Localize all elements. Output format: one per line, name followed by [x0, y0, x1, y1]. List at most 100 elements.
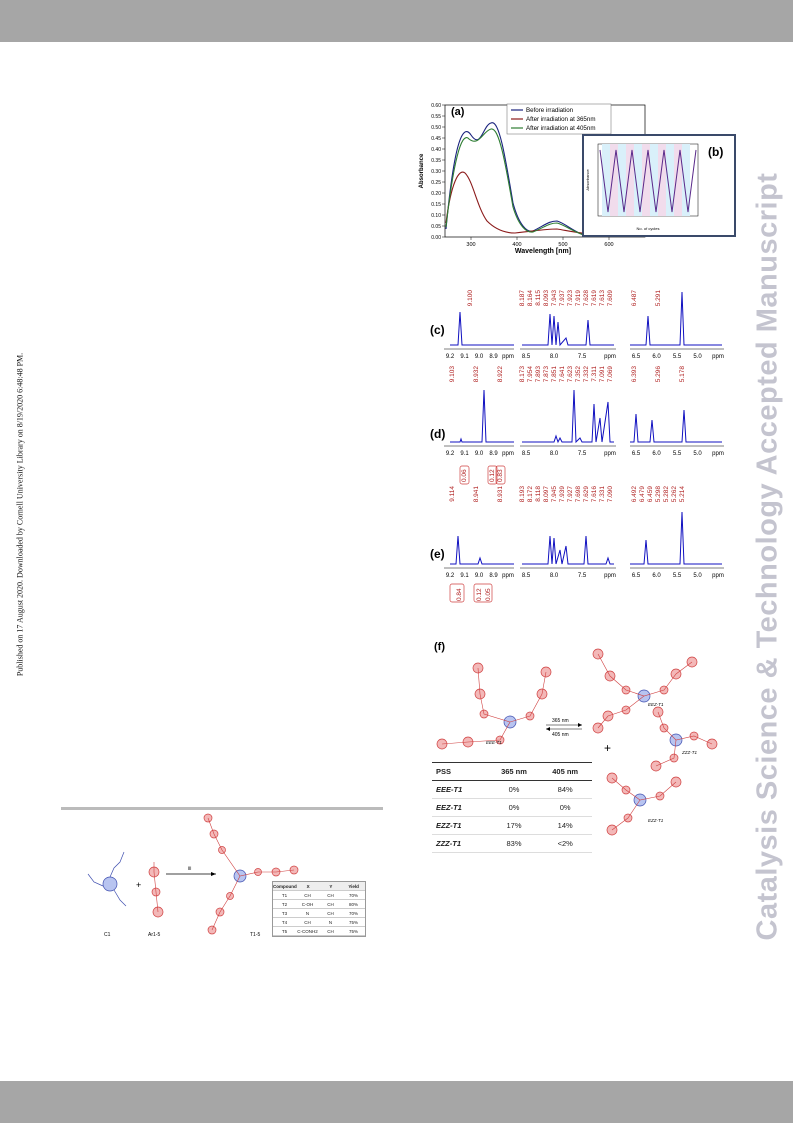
peak-label: 7.091	[599, 366, 606, 383]
peak-label: 7.937	[559, 290, 566, 307]
peak-label: 8.093	[543, 290, 550, 307]
table-row: EEZ-T1 0% 0%	[432, 799, 592, 817]
ppm-tick-label: ppm	[712, 451, 724, 457]
uv-vis-figure: 0.00 0.05 0.10 0.15 0.20 0.25 0.30 0.35 0.40 0.45…	[415, 95, 745, 255]
eee-label: EEE-T1	[486, 740, 502, 745]
ppm-tick-label: 8.5	[522, 573, 531, 579]
peak-label: 7.629	[583, 486, 590, 503]
legend-405: After irradiation at 405nm	[526, 125, 595, 132]
bond-chain	[655, 739, 677, 767]
peak-label: 7.919	[575, 290, 582, 307]
ppm-tick-label: 5.5	[673, 573, 682, 579]
uv-vis-ylabel: Absorbance	[419, 153, 425, 188]
cycles-bands	[602, 144, 690, 216]
peak-label: 7.331	[599, 486, 606, 503]
yield-cell: T2	[281, 901, 288, 907]
cycles-line	[599, 149, 697, 213]
uv-vis-xlabel: Wavelength [nm]	[515, 248, 571, 255]
ppm-tick-label: ppm	[502, 451, 514, 457]
after-405-line	[445, 128, 641, 237]
nmr-d-spectrum-1	[450, 389, 514, 443]
ppm-tick-label: 6.0	[652, 354, 661, 360]
peak-label: 7.923	[567, 290, 574, 307]
peak-label: 5.282	[663, 486, 670, 503]
ppm-tick-label: 9.1	[460, 354, 469, 360]
table-row: T1 CH CH 70%	[273, 891, 365, 900]
pss-cell: 0%	[508, 785, 520, 794]
ytick-label: 0.55	[431, 114, 441, 120]
ytick-label: 0.30	[431, 169, 441, 175]
peak-label: 8.172	[527, 486, 534, 503]
xtick-label: 600	[604, 242, 613, 248]
bottom-bar	[0, 1081, 793, 1123]
plus-sign: +	[136, 880, 141, 890]
peak-label: 7.628	[583, 290, 590, 307]
table-row: T5 C-CONH2 CH 75%	[273, 927, 365, 936]
peak-label: 7.893	[535, 366, 542, 383]
table-row: ZZZ-T1 83% <2%	[432, 835, 592, 853]
peak-label: 6.393	[631, 366, 638, 383]
integral-value: 0.12	[489, 469, 496, 482]
journal-watermark: Catalysis Science & Technology Accepted …	[748, 140, 788, 980]
synthesis-scheme-drawing: C1 + Ar1-5 iii T1-5	[87, 813, 299, 938]
band	[666, 144, 674, 216]
table-row: T2 C-OH CH 80%	[273, 900, 365, 909]
pss-cell: EZZ-T1	[436, 821, 462, 830]
ppm-tick-label: 8.0	[550, 451, 559, 457]
bond-chain	[211, 875, 241, 931]
peak-label: 7.623	[567, 366, 574, 383]
ytick-label: 0.50	[431, 125, 441, 131]
yield-cell: CH	[327, 901, 334, 907]
peak-label: 7.939	[559, 486, 566, 503]
table-row: EEE-T1 0% 84%	[432, 781, 592, 799]
pss-table-header: PSS 365 nm 405 nm	[432, 762, 592, 781]
yield-cell: CH	[304, 892, 311, 898]
peak-label: 7.927	[567, 486, 574, 503]
ppm-tick-label: 5.5	[673, 354, 682, 360]
cycles-inset: Absorbance No. of cycles (b)	[582, 134, 736, 237]
ppm-tick-label: 7.5	[578, 451, 587, 457]
peak-label: 7.090	[607, 486, 614, 503]
peak-label: 6.487	[631, 290, 638, 307]
integral-box	[459, 465, 470, 485]
reverse-arrowhead	[546, 727, 550, 731]
ar-label: Ar1-5	[148, 932, 160, 938]
alkyne-arm	[113, 889, 127, 907]
ytick-label: 0.60	[431, 103, 441, 109]
yield-cell: CH	[327, 910, 334, 916]
panel-c-label: (c)	[430, 323, 445, 337]
peak-label: 7.332	[583, 366, 590, 383]
integral-box	[449, 583, 465, 603]
ppm-tick-label: 5.5	[673, 451, 682, 457]
yield-cell: 75%	[348, 919, 358, 925]
nmr-c-spectrum-2	[522, 313, 614, 347]
peak-label: 7.641	[559, 366, 566, 383]
yield-cell: T1	[281, 892, 288, 898]
legend-before: Before irradiation	[526, 107, 574, 114]
c1-label: C1	[104, 932, 111, 938]
peak-label: 5.296	[655, 366, 662, 383]
t-label: T1-5	[250, 932, 261, 938]
uv-vis-legend: Before irradiation After irradiation at …	[506, 103, 612, 135]
yield-cell: 75%	[348, 928, 358, 934]
panel-f-scheme: (f) EEE-T1 365 nm 405 nm	[434, 641, 718, 836]
panel-f-label: (f)	[434, 641, 445, 653]
journal-watermark-text: Catalysis Science & Technology Accepted …	[751, 172, 784, 941]
band	[602, 144, 610, 216]
ppm-tick-label: 5.0	[693, 451, 702, 457]
peak-label: 8.164	[527, 290, 534, 307]
ytick-label: 0.05	[431, 224, 441, 230]
arrow-label-365: 365 nm	[552, 718, 569, 724]
ppm-tick-label: ppm	[712, 573, 724, 579]
band	[626, 144, 634, 216]
ppm-tick-label: 9.0	[475, 354, 484, 360]
ppm-tick-label: ppm	[604, 573, 616, 579]
yield-table: Compound X Y Yield T1 CH CH 70% T2 C-OH …	[272, 881, 366, 937]
ppm-tick-label: 8.0	[550, 354, 559, 360]
zzz-molecule: ZZZ-T1	[650, 706, 718, 772]
core-ring	[102, 876, 118, 892]
integral-value: 0.12	[476, 588, 483, 601]
ezz-label: EZZ-T1	[648, 818, 664, 823]
yield-cell: CH	[327, 928, 334, 934]
panel-a-label: (a)	[451, 106, 465, 118]
